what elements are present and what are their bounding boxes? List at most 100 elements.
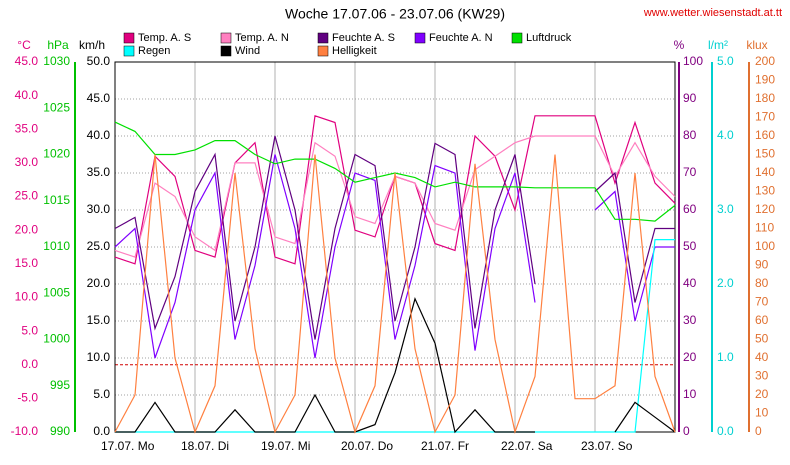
x-tick-label: 17.07. Mo [101,439,155,453]
y-tick-label: 995 [50,378,70,392]
y-tick-label: 130 [755,184,775,198]
y-tick-label: 0.0 [93,424,110,438]
y-tick-label: -10.0 [11,424,39,438]
y-tick-label: 190 [755,73,775,87]
legend-label: Feuchte A. N [429,32,493,44]
axis-unit: hPa [47,38,69,52]
y-tick-label: 5.0 [21,323,38,337]
y-tick-label: 15.0 [87,313,111,327]
y-tick-label: 170 [755,110,775,124]
y-tick-label: 70 [683,165,697,179]
x-tick-label: 21.07. Fr [421,439,469,453]
y-tick-label: 25.0 [87,239,111,253]
y-tick-label: 200 [755,54,775,68]
y-tick-label: 30.0 [15,155,39,169]
y-tick-label: 20 [755,387,769,401]
y-tick-label: -5.0 [17,391,38,405]
y-tick-label: 60 [755,313,769,327]
y-tick-label: 35.0 [87,165,111,179]
legend-swatch [414,32,426,44]
y-tick-label: 70 [755,295,769,309]
axis-unit: klux [746,38,767,52]
y-tick-label: 990 [50,424,70,438]
y-tick-label: 50.0 [87,54,111,68]
legend-label: Feuchte A. S [332,32,395,44]
legend-swatch [220,32,232,44]
y-tick-label: 1030 [43,54,70,68]
y-tick-label: 5.0 [717,54,734,68]
series-line [114,135,675,340]
y-tick-label: 15.0 [15,256,39,270]
y-tick-label: 1025 [43,100,70,114]
y-tick-label: 1.0 [717,350,734,364]
y-tick-label: 100 [755,239,775,253]
x-tick-label: 23.07. So [581,439,633,453]
legend-label: Luftdruck [526,32,572,44]
y-tick-label: 40 [755,350,769,364]
y-tick-label: 50 [755,332,769,346]
legend-label: Temp. A. N [235,32,289,44]
y-tick-label: 90 [683,91,697,105]
y-tick-label: 10 [683,387,697,401]
x-tick-label: 22.07. Sa [501,439,553,453]
y-tick-label: 1015 [43,193,70,207]
y-tick-label: 3.0 [717,202,734,216]
legend-label: Helligkeit [332,45,377,57]
legend-swatch [123,32,135,44]
legend-swatch [317,32,329,44]
y-tick-label: 40 [683,276,697,290]
y-tick-label: 30.0 [87,202,111,216]
y-tick-label: 45.0 [15,54,39,68]
legend-label: Wind [235,45,260,57]
y-tick-label: 4.0 [717,128,734,142]
y-tick-label: 45.0 [87,91,111,105]
y-tick-label: 10.0 [15,290,39,304]
y-tick-label: 140 [755,165,775,179]
y-tick-label: 1005 [43,285,70,299]
series-line [114,154,676,435]
y-tick-label: 160 [755,128,775,142]
series-line [115,297,676,434]
y-tick-label: 90 [755,258,769,272]
y-tick-label: 10 [755,406,769,420]
x-tick-label: 20.07. Do [341,439,393,453]
legend-swatch [511,32,523,44]
legend-label: Temp. A. S [138,32,191,44]
y-tick-label: 30 [755,369,769,383]
y-tick-label: 20.0 [87,276,111,290]
y-tick-label: 80 [683,128,697,142]
y-tick-label: 1010 [43,239,70,253]
y-tick-label: 0 [683,424,690,438]
y-tick-label: 40.0 [15,88,39,102]
y-tick-label: 35.0 [15,121,39,135]
y-tick-label: 2.0 [717,276,734,290]
chart-title: Woche 17.07.06 - 23.07.06 (KW29) [285,6,505,22]
y-tick-label: 50 [683,239,697,253]
series-line [114,154,675,359]
legend-swatch [317,45,329,57]
y-tick-label: 0.0 [21,357,38,371]
y-tick-label: 5.0 [93,387,110,401]
axis-unit: km/h [79,38,105,52]
y-tick-label: 180 [755,91,775,105]
y-tick-label: 40.0 [87,128,111,142]
y-tick-label: 1000 [43,332,70,346]
y-tick-label: 150 [755,147,775,161]
y-tick-label: 20 [683,350,697,364]
y-tick-label: 10.0 [87,350,111,364]
legend-swatch [220,45,232,57]
axis-unit: l/m² [708,38,728,52]
y-tick-label: 25.0 [15,189,39,203]
legend-label: Regen [138,45,170,57]
y-tick-label: 110 [755,221,774,235]
x-tick-label: 19.07. Mi [261,439,310,453]
y-tick-label: 80 [755,276,769,290]
axis-unit: % [674,38,685,52]
y-tick-label: 20.0 [15,222,39,236]
y-tick-label: 120 [755,202,775,216]
y-tick-label: 1020 [43,147,70,161]
source-link: www.wetter.wiesenstadt.at.tt [643,7,782,19]
legend-swatch [123,45,135,57]
